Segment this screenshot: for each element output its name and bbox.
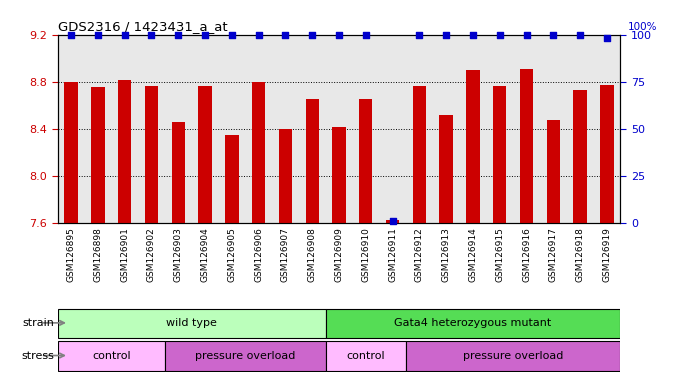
Point — [306, 31, 317, 38]
Text: GSM126919: GSM126919 — [603, 227, 612, 282]
Text: control: control — [92, 351, 131, 361]
Bar — [466, 70, 479, 384]
Bar — [332, 127, 346, 384]
Bar — [546, 121, 560, 384]
Point — [441, 31, 452, 38]
Text: pressure overload: pressure overload — [463, 351, 563, 361]
Bar — [279, 129, 292, 384]
Text: GSM126903: GSM126903 — [174, 227, 182, 282]
Text: control: control — [346, 351, 385, 361]
Text: wild type: wild type — [166, 318, 217, 328]
Text: GSM126902: GSM126902 — [147, 227, 156, 282]
Point — [494, 31, 505, 38]
Bar — [600, 85, 614, 384]
Bar — [58, 341, 165, 371]
Point — [119, 31, 130, 38]
Point — [361, 31, 372, 38]
Text: GSM126914: GSM126914 — [468, 227, 477, 282]
Bar — [406, 341, 620, 371]
Bar — [574, 90, 587, 384]
Bar — [386, 220, 399, 384]
Point — [280, 31, 291, 38]
Bar — [172, 122, 185, 384]
Text: pressure overload: pressure overload — [195, 351, 296, 361]
Text: Gata4 heterozygous mutant: Gata4 heterozygous mutant — [395, 318, 552, 328]
Bar — [118, 80, 132, 384]
Point — [92, 31, 103, 38]
Point — [334, 31, 344, 38]
Text: GSM126916: GSM126916 — [522, 227, 531, 282]
Bar — [325, 341, 406, 371]
Text: stress: stress — [22, 351, 54, 361]
Point — [146, 31, 157, 38]
Text: GSM126912: GSM126912 — [415, 227, 424, 282]
Text: GSM126904: GSM126904 — [201, 227, 210, 282]
Bar — [198, 86, 212, 384]
Bar — [413, 86, 426, 384]
Bar — [252, 82, 265, 384]
Bar — [306, 99, 319, 384]
Bar — [165, 341, 325, 371]
Bar — [64, 82, 78, 384]
Bar — [439, 114, 453, 384]
Text: GSM126913: GSM126913 — [441, 227, 451, 282]
Text: GSM126917: GSM126917 — [549, 227, 558, 282]
Text: GSM126901: GSM126901 — [120, 227, 129, 282]
Text: GDS2316 / 1423431_a_at: GDS2316 / 1423431_a_at — [58, 20, 227, 33]
Text: GSM126898: GSM126898 — [94, 227, 102, 282]
Text: GSM126910: GSM126910 — [361, 227, 370, 282]
Point — [226, 31, 237, 38]
Point — [468, 31, 479, 38]
Text: GSM126908: GSM126908 — [308, 227, 317, 282]
Point — [548, 31, 559, 38]
Bar — [520, 69, 534, 384]
Text: GSM126918: GSM126918 — [576, 227, 584, 282]
Point — [387, 218, 398, 224]
Text: GSM126909: GSM126909 — [334, 227, 344, 282]
Bar — [325, 309, 620, 338]
Text: GSM126906: GSM126906 — [254, 227, 263, 282]
Bar — [493, 86, 506, 384]
Point — [521, 31, 532, 38]
Text: strain: strain — [22, 318, 54, 328]
Text: GSM126905: GSM126905 — [227, 227, 237, 282]
Bar — [91, 88, 104, 384]
Point — [199, 31, 210, 38]
Point — [601, 35, 612, 41]
Bar — [58, 309, 325, 338]
Point — [253, 31, 264, 38]
Point — [575, 31, 586, 38]
Point — [414, 31, 425, 38]
Text: 100%: 100% — [627, 22, 657, 32]
Bar — [225, 134, 239, 384]
Text: GSM126895: GSM126895 — [66, 227, 75, 282]
Text: GSM126907: GSM126907 — [281, 227, 290, 282]
Point — [66, 31, 77, 38]
Bar — [144, 86, 158, 384]
Text: GSM126911: GSM126911 — [388, 227, 397, 282]
Bar — [359, 99, 372, 384]
Text: GSM126915: GSM126915 — [496, 227, 504, 282]
Point — [173, 31, 184, 38]
